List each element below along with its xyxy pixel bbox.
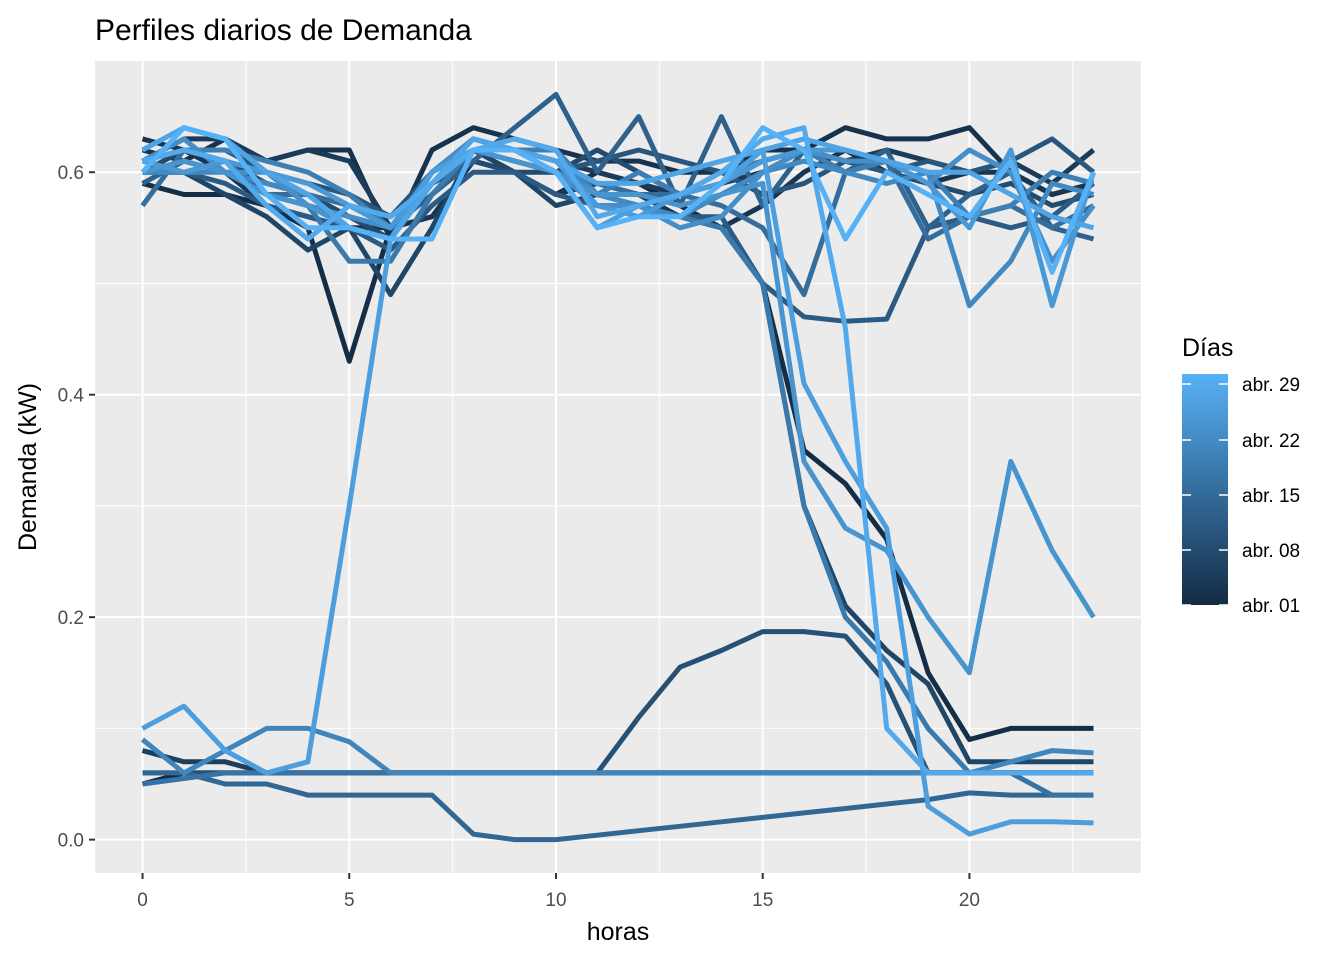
series-line-23 [141,147,1094,837]
series-line-20 [141,136,1096,264]
series-line-25 [141,125,1094,776]
y-tick-label: 0.2 [58,608,84,629]
legend-label: abr. 08 [1242,541,1300,562]
x-axis-ticks: 0 5 10 15 20 [137,873,980,911]
legend-ticks: abr. 29 abr. 22 abr. 15 abr. 08 abr. 01 [1182,375,1300,617]
legend-label: abr. 01 [1242,596,1300,617]
series-line-13 [142,770,1094,843]
y-tick-label: 0.4 [58,386,85,407]
legend-colorbar [1182,374,1228,605]
x-axis-title: horas [587,918,650,946]
legend-label: abr. 29 [1242,375,1300,396]
series-line-21 [141,147,1096,676]
y-axis-title: Demanda (kW) [14,383,42,551]
chart-title: Perfiles diarios de Demanda [95,14,472,47]
y-tick-label: 0.0 [58,831,84,852]
x-tick-label: 15 [752,890,773,911]
x-tick-label: 10 [545,890,566,911]
x-tick-label: 20 [959,890,980,911]
y-tick-label: 0.6 [58,163,84,184]
legend-label: abr. 15 [1242,486,1300,507]
series-lines [140,91,1096,843]
x-tick-label: 5 [344,890,355,911]
x-tick-label: 0 [137,890,148,911]
y-axis-ticks: 0.0 0.2 0.4 0.6 [58,163,95,852]
series-line-26 [140,125,1096,275]
legend-label: abr. 22 [1242,431,1300,452]
legend: Días abr. 29 abr. 22 abr. 15 abr. 08 abr. 01 [1182,334,1300,617]
series-line-24 [141,125,1095,242]
legend-title: Días [1182,334,1233,362]
